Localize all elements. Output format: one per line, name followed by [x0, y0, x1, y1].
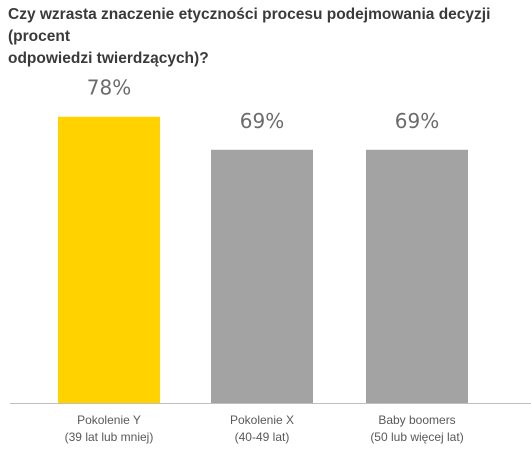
- category-label-3-line-2: (50 lub więcej lat): [370, 430, 463, 444]
- category-label-2-line-1: Pokolenie X: [230, 413, 294, 427]
- data-label-3: 69%: [395, 109, 439, 133]
- bar-1: [58, 116, 160, 404]
- category-label-3-line-1: Baby boomers: [378, 413, 455, 427]
- data-label-1: 78%: [87, 76, 131, 100]
- data-label-2: 69%: [240, 109, 284, 133]
- bar-3: [366, 149, 468, 403]
- bar-2: [211, 149, 313, 403]
- category-label-1-line-2: (39 lat lub mniej): [65, 430, 154, 444]
- category-label-1-line-1: Pokolenie Y: [77, 413, 141, 427]
- chart-title-line-1: Czy wzrasta znaczenie etyczności procesu…: [8, 6, 491, 45]
- chart-title-line-2: odpowiedzi twierdzących)?: [8, 50, 209, 67]
- category-label-2-line-2: (40-49 lat): [235, 430, 290, 444]
- chart-title: Czy wzrasta znaczenie etyczności procesu…: [8, 4, 528, 70]
